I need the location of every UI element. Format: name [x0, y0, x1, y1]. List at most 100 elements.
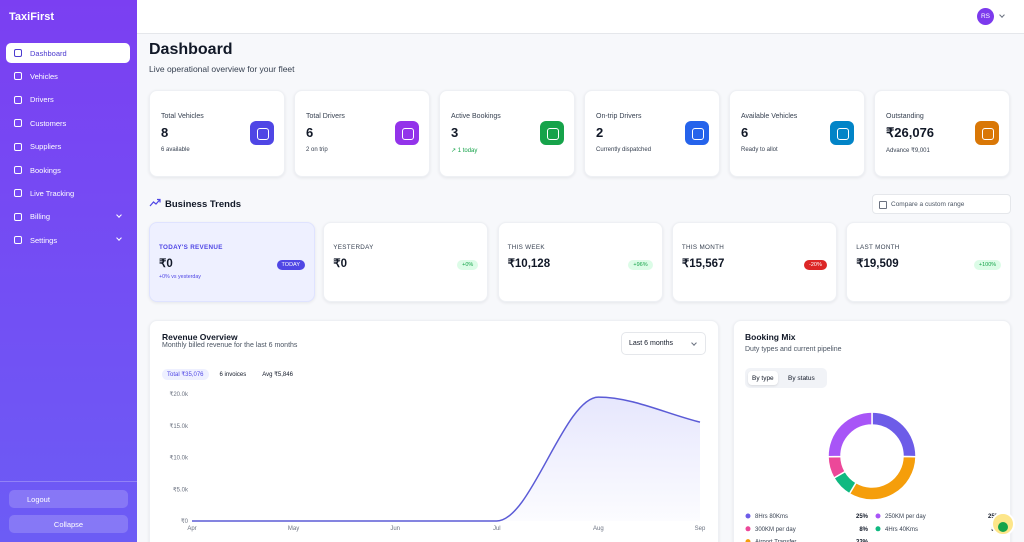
stat-icon: [395, 121, 419, 145]
brand: TaxiFirst: [9, 11, 55, 23]
range-select[interactable]: Last 6 months: [621, 332, 706, 355]
summary-pill: 6 invoices: [214, 369, 252, 380]
widget-detail: [998, 522, 1008, 532]
stat-value: 2: [596, 125, 604, 140]
stat-card: Outstanding ₹26,076 Advance ₹9,001: [874, 90, 1010, 177]
stat-value: 3: [451, 125, 459, 140]
y-tick-label: ₹0: [181, 518, 189, 525]
trend-label: THIS MONTH: [681, 244, 725, 251]
trend-badge: TODAY: [276, 260, 305, 270]
nav-icon: [14, 119, 22, 128]
trend-badge: -20%: [804, 260, 827, 270]
topbar: [137, 0, 1024, 34]
stat-card: Total Drivers 6 2 on trip: [294, 90, 430, 177]
nav-label: Settings: [30, 235, 58, 245]
trend-label: TODAY'S REVENUE: [159, 244, 223, 251]
stat-note: ↗ 1 today: [451, 148, 478, 154]
page-title: Dashboard: [149, 41, 233, 58]
panel-subtitle: Duty types and current pipeline: [745, 346, 842, 353]
trend-badge: +100%: [973, 260, 1002, 270]
summary-pill: Total ₹35,076: [162, 369, 209, 380]
nav-icon: [14, 236, 22, 245]
line: [191, 396, 701, 522]
trend-card: TODAY'S REVENUE ₹0 TODAY +0% vs yesterday: [149, 222, 315, 302]
nav-label: Bookings: [30, 165, 61, 175]
legend-value: 33%: [856, 540, 869, 542]
y-tick-label: ₹20.0k: [170, 391, 189, 398]
view-toggle: By type By status: [745, 368, 827, 388]
collapse-button[interactable]: Collapse: [9, 515, 128, 533]
stat-label: Total Vehicles: [161, 113, 204, 120]
summary-pill: Avg ₹5,846: [257, 369, 298, 380]
x-tick-label: Sep: [695, 526, 706, 532]
legend-value: 25%: [856, 514, 869, 520]
panel-title: Revenue Overview: [162, 332, 238, 342]
trend-value: ₹19,509: [856, 258, 899, 270]
trend-value: ₹0: [159, 258, 173, 270]
donut-segment: [848, 455, 917, 501]
legend-value: 8%: [859, 527, 868, 533]
stat-icon: [975, 121, 999, 145]
nav-label: Dashboard: [30, 48, 67, 58]
nav-item[interactable]: Live Tracking: [6, 183, 130, 203]
stat-icon: [685, 121, 709, 145]
y-tick-label: ₹15.0k: [170, 423, 189, 430]
stat-value: ₹26,076: [886, 125, 935, 140]
stat-card: On-trip Drivers 2 Currently dispatched: [584, 90, 720, 177]
nav-label: Suppliers: [30, 142, 62, 152]
nav-item[interactable]: Bookings: [6, 160, 130, 180]
stat-label: Available Vehicles: [741, 113, 798, 120]
nav-item[interactable]: Suppliers: [6, 137, 130, 157]
y-tick-label: ₹10.0k: [170, 455, 189, 462]
divider: [0, 481, 137, 482]
stat-value: 6: [741, 125, 749, 140]
logout-button[interactable]: Logout: [9, 490, 128, 508]
area: [192, 397, 700, 521]
compare-range[interactable]: Compare a custom range: [872, 194, 1011, 214]
trend-label: YESTERDAY: [333, 244, 374, 251]
toggle-option[interactable]: By status: [788, 374, 815, 382]
trend-label: LAST MONTH: [856, 244, 900, 251]
nav-icon: [14, 49, 22, 57]
panel-subtitle: Monthly billed revenue for the last 6 mo…: [162, 342, 298, 349]
trend-value: ₹15,567: [681, 258, 725, 270]
avatar[interactable]: RS: [977, 8, 994, 25]
stat-icon: [540, 121, 564, 145]
legend-dot: [745, 539, 751, 542]
nav-label: Vehicles: [30, 71, 58, 81]
toggle-option[interactable]: By type: [748, 371, 778, 385]
panel-title: Booking Mix: [745, 332, 796, 342]
stat-value: 8: [161, 125, 169, 140]
legend-label: 4Hrs 40Kms: [885, 527, 918, 533]
nav-item[interactable]: Settings: [6, 230, 130, 250]
nav-label: Drivers: [30, 95, 54, 105]
nav-item[interactable]: Drivers: [6, 90, 130, 110]
trend-card: THIS MONTH ₹15,567 -20%: [671, 222, 837, 302]
page-subtitle: Live operational overview for your fleet: [149, 64, 295, 74]
trend-label: THIS WEEK: [507, 244, 545, 251]
trend-card: THIS WEEK ₹10,128 +96%: [497, 222, 663, 302]
nav-label: Billing: [30, 212, 51, 222]
legend-dot: [745, 526, 751, 532]
legend-dot: [875, 526, 881, 532]
stat-icon: [250, 121, 274, 145]
nav-item[interactable]: Billing: [6, 207, 130, 227]
stat-note: Ready to allot: [741, 147, 778, 153]
nav-icon: [14, 189, 22, 198]
legend-dot: [745, 513, 751, 519]
nav-item[interactable]: Dashboard: [6, 43, 130, 63]
x-tick-label: Aug: [593, 526, 604, 532]
y-tick-label: ₹5.0k: [173, 486, 189, 493]
trend-value: ₹10,128: [507, 258, 551, 270]
x-tick-label: Apr: [187, 526, 196, 532]
legend-label: 8Hrs 80Kms: [755, 514, 788, 520]
donut-segment: [871, 411, 917, 458]
nav-icon: [14, 166, 22, 174]
legend-label: 250KM per day: [885, 514, 926, 520]
nav-item[interactable]: Customers: [6, 113, 130, 133]
trend-icon: [149, 198, 161, 207]
nav-item[interactable]: Vehicles: [6, 66, 130, 86]
